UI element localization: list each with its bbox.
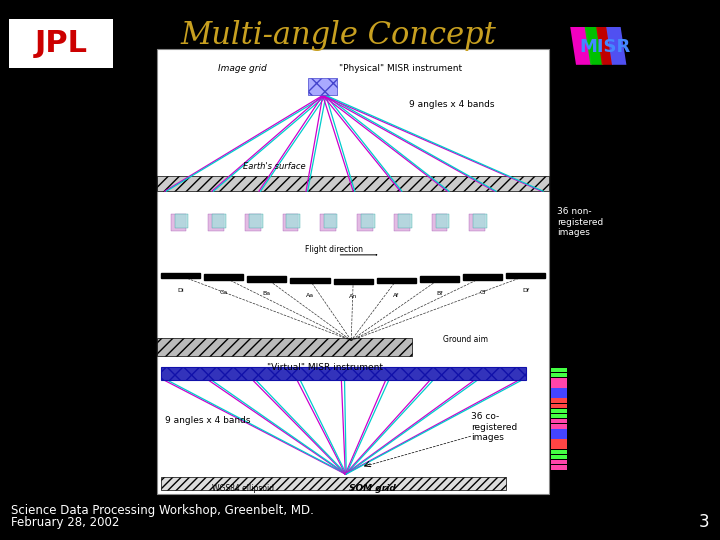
FancyBboxPatch shape <box>469 214 485 231</box>
FancyBboxPatch shape <box>287 214 300 228</box>
FancyBboxPatch shape <box>398 214 412 228</box>
FancyBboxPatch shape <box>246 214 261 231</box>
FancyBboxPatch shape <box>333 279 373 284</box>
Text: 36 co-
registered
images: 36 co- registered images <box>471 413 517 442</box>
FancyBboxPatch shape <box>552 465 567 470</box>
Text: 3: 3 <box>698 513 709 531</box>
FancyBboxPatch shape <box>552 460 567 464</box>
Text: Di: Di <box>177 288 184 293</box>
Text: SOM grid: SOM grid <box>349 484 396 493</box>
Text: Ba: Ba <box>263 292 271 296</box>
FancyBboxPatch shape <box>157 176 549 191</box>
FancyBboxPatch shape <box>208 214 224 231</box>
Text: JPL: JPL <box>35 29 87 58</box>
Polygon shape <box>585 27 603 65</box>
FancyBboxPatch shape <box>552 373 567 377</box>
Text: Earth's surface: Earth's surface <box>243 162 306 171</box>
Text: An: An <box>349 294 357 299</box>
FancyBboxPatch shape <box>377 278 416 283</box>
Polygon shape <box>596 27 613 65</box>
FancyBboxPatch shape <box>324 214 338 228</box>
FancyBboxPatch shape <box>320 214 336 231</box>
FancyBboxPatch shape <box>395 214 410 231</box>
FancyBboxPatch shape <box>157 338 412 356</box>
FancyBboxPatch shape <box>175 214 189 228</box>
FancyBboxPatch shape <box>552 419 567 423</box>
Text: Multi-angle Concept: Multi-angle Concept <box>181 19 496 51</box>
Polygon shape <box>570 27 592 65</box>
Text: Ca: Ca <box>220 289 228 295</box>
FancyBboxPatch shape <box>436 214 449 228</box>
FancyBboxPatch shape <box>552 429 567 434</box>
FancyBboxPatch shape <box>357 214 373 231</box>
FancyBboxPatch shape <box>552 393 567 398</box>
FancyBboxPatch shape <box>552 378 567 382</box>
FancyBboxPatch shape <box>308 78 338 96</box>
Text: Af: Af <box>393 293 400 298</box>
FancyBboxPatch shape <box>204 274 243 280</box>
Text: WGS84 ellipsoid: WGS84 ellipsoid <box>212 484 274 493</box>
FancyBboxPatch shape <box>157 49 549 494</box>
FancyBboxPatch shape <box>212 214 225 228</box>
FancyBboxPatch shape <box>552 383 567 388</box>
FancyBboxPatch shape <box>432 214 447 231</box>
Text: "Physical" MISR instrument: "Physical" MISR instrument <box>338 64 462 73</box>
Text: Flight direction: Flight direction <box>305 246 363 254</box>
Text: February 28, 2002: February 28, 2002 <box>11 516 120 529</box>
Text: "Virtual" MISR instrument: "Virtual" MISR instrument <box>267 363 383 372</box>
FancyBboxPatch shape <box>552 414 567 418</box>
Text: Image grid: Image grid <box>218 64 267 73</box>
Text: 9 angles x 4 bands: 9 angles x 4 bands <box>408 100 494 109</box>
FancyBboxPatch shape <box>171 214 186 231</box>
Text: MISR: MISR <box>580 38 631 56</box>
FancyBboxPatch shape <box>552 388 567 393</box>
Polygon shape <box>606 27 626 65</box>
FancyBboxPatch shape <box>552 409 567 413</box>
FancyBboxPatch shape <box>552 444 567 449</box>
FancyBboxPatch shape <box>161 477 506 490</box>
FancyBboxPatch shape <box>463 274 503 280</box>
Text: 36 non-
registered
images: 36 non- registered images <box>557 207 603 237</box>
Text: Aa: Aa <box>306 293 314 298</box>
FancyBboxPatch shape <box>552 424 567 429</box>
FancyBboxPatch shape <box>552 434 567 439</box>
Text: Df: Df <box>522 288 529 293</box>
FancyBboxPatch shape <box>9 19 113 68</box>
FancyBboxPatch shape <box>506 273 546 279</box>
FancyBboxPatch shape <box>552 455 567 460</box>
Text: Ground aim: Ground aim <box>444 335 488 343</box>
FancyArrowPatch shape <box>341 254 377 255</box>
FancyBboxPatch shape <box>161 273 200 279</box>
FancyBboxPatch shape <box>420 276 459 281</box>
FancyBboxPatch shape <box>552 440 567 444</box>
FancyBboxPatch shape <box>161 367 526 381</box>
FancyBboxPatch shape <box>361 214 374 228</box>
FancyBboxPatch shape <box>552 368 567 372</box>
FancyBboxPatch shape <box>282 214 298 231</box>
FancyBboxPatch shape <box>552 399 567 403</box>
FancyBboxPatch shape <box>290 278 330 283</box>
FancyBboxPatch shape <box>552 450 567 454</box>
Text: Cf: Cf <box>480 289 486 295</box>
FancyBboxPatch shape <box>247 276 287 281</box>
FancyBboxPatch shape <box>249 214 263 228</box>
Text: Bf: Bf <box>436 292 443 296</box>
FancyBboxPatch shape <box>473 214 487 228</box>
FancyBboxPatch shape <box>552 403 567 408</box>
Text: Science Data Processing Workshop, Greenbelt, MD.: Science Data Processing Workshop, Greenb… <box>11 504 314 517</box>
Text: 9 angles x 4 bands: 9 angles x 4 bands <box>165 416 251 425</box>
